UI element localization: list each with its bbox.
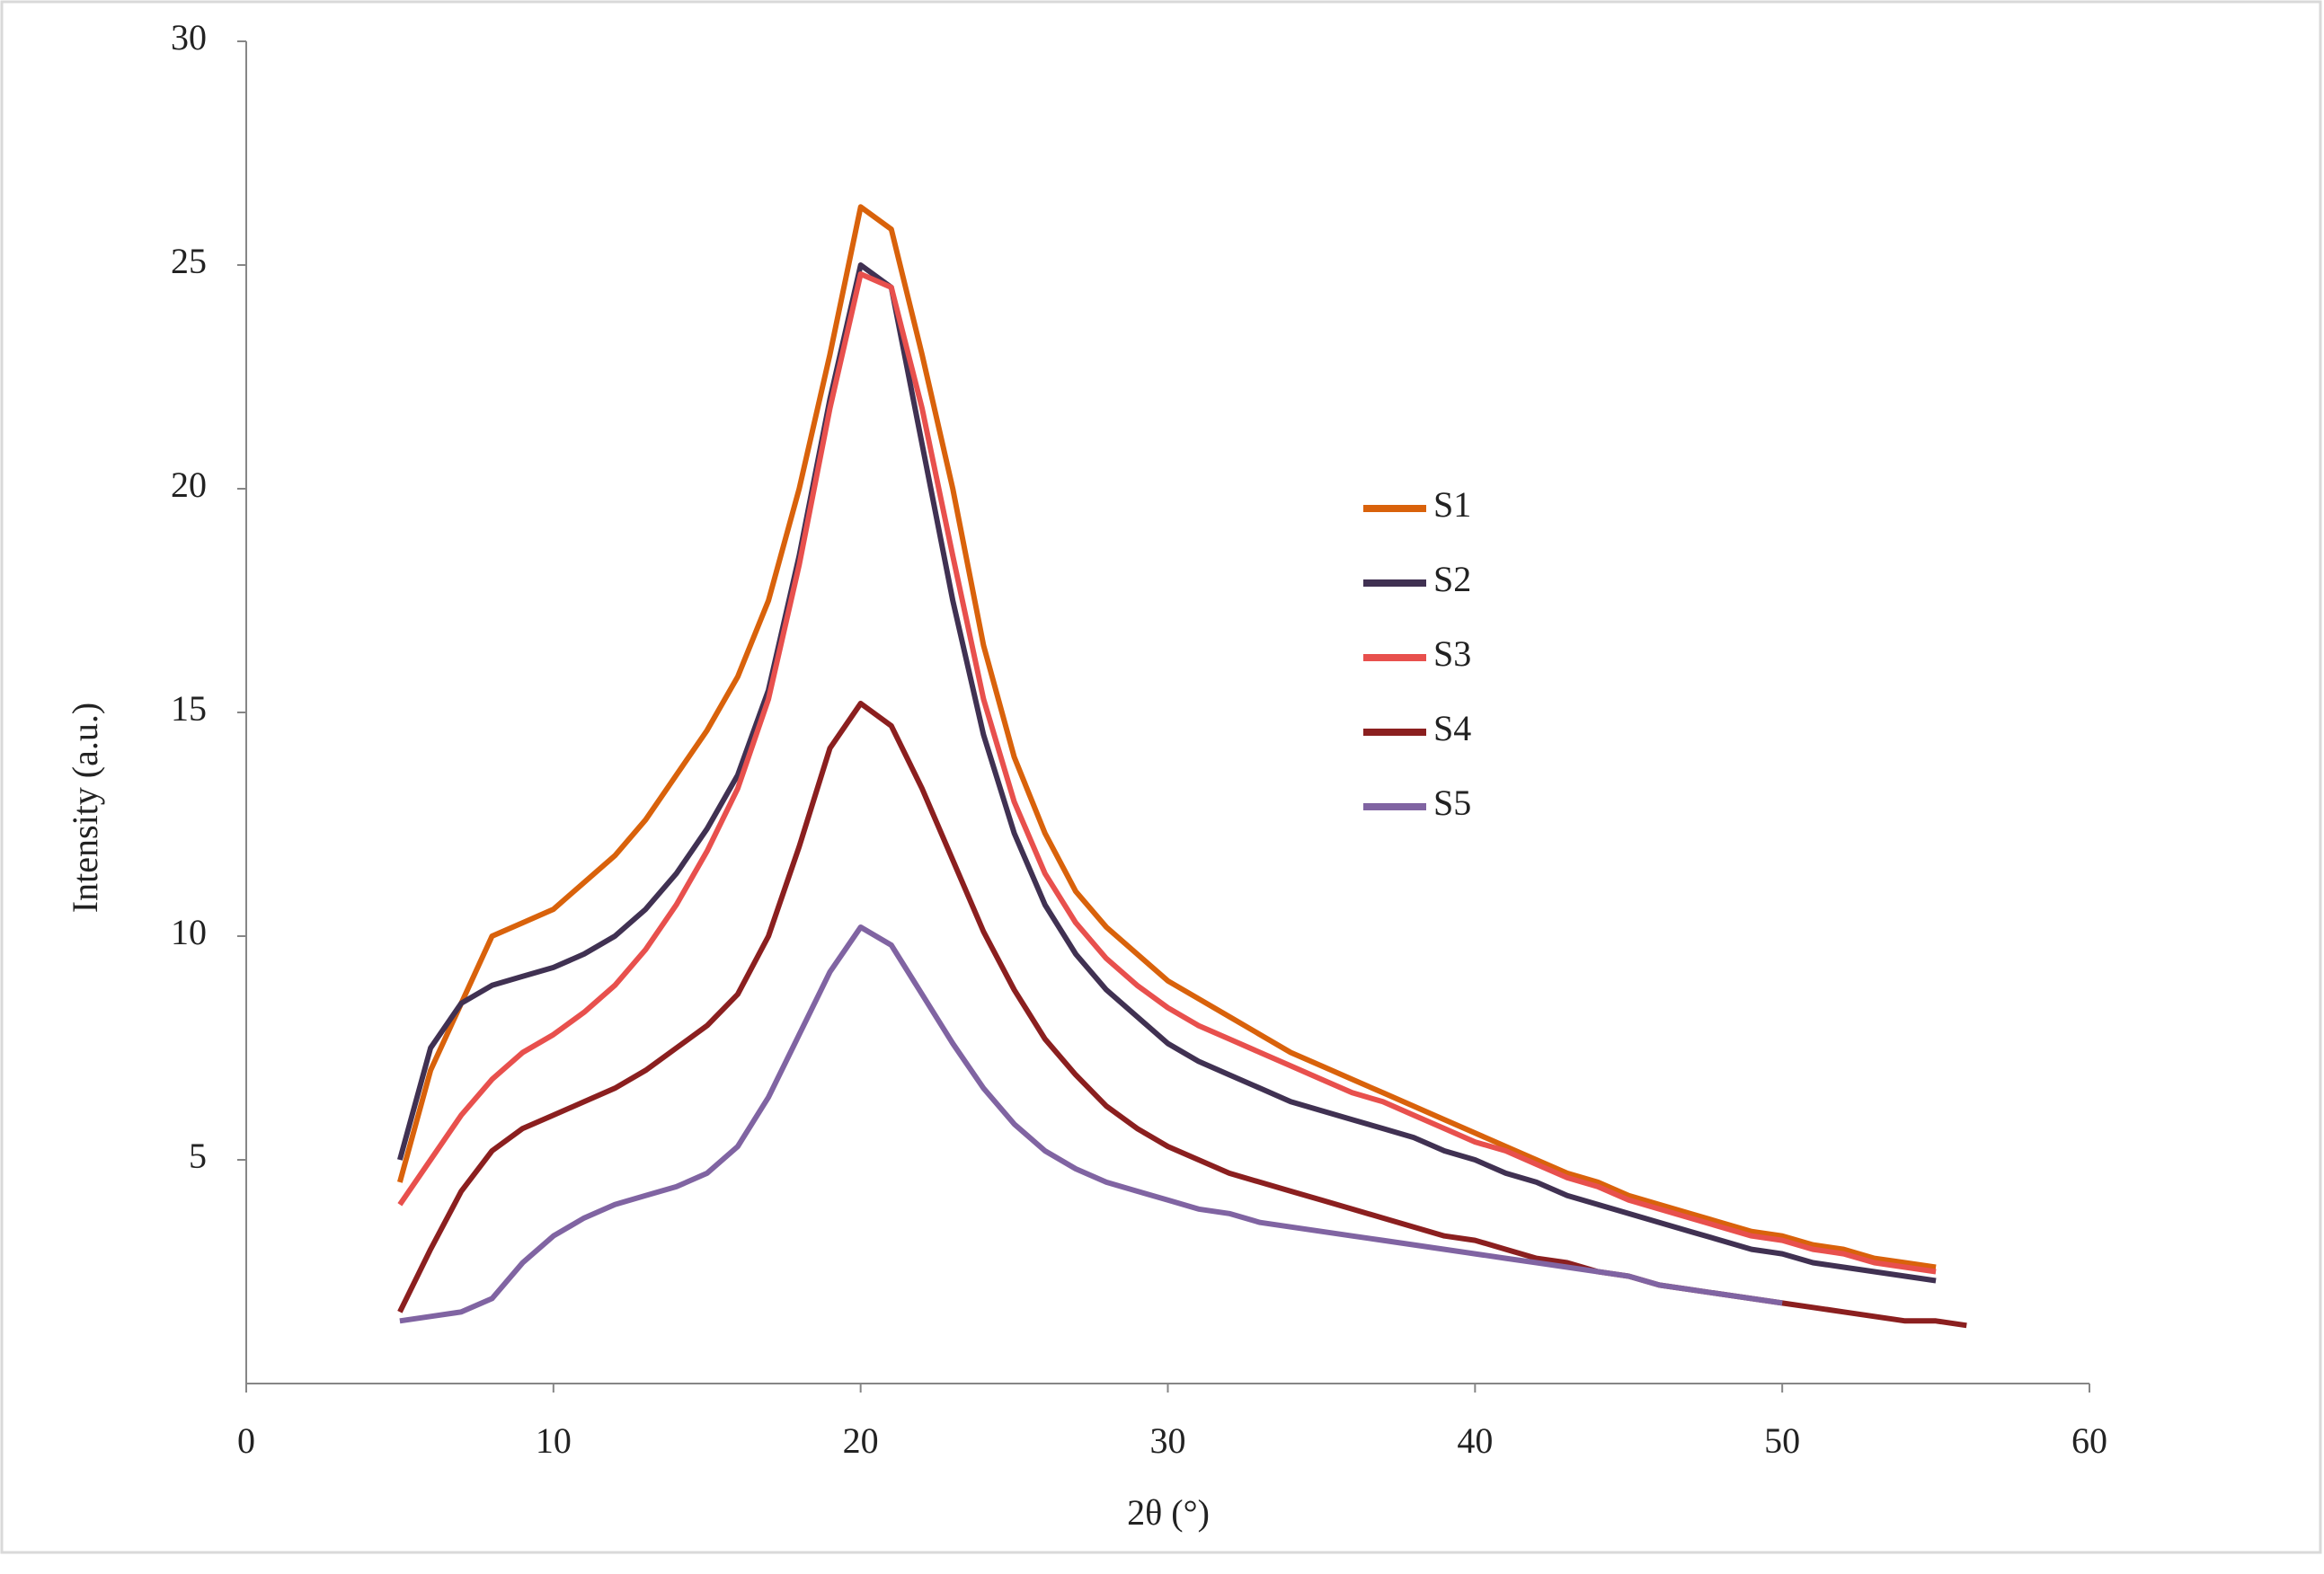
- y-tick-label: 25: [171, 241, 207, 281]
- data-line: [397, 204, 1937, 1270]
- x-tick-label: 40: [1457, 1420, 1493, 1461]
- data-line: [397, 262, 1937, 1284]
- data-line: [397, 271, 1937, 1275]
- y-tick-label: 30: [171, 17, 207, 57]
- legend-label: S2: [1433, 559, 1471, 599]
- legend-label: S5: [1433, 783, 1471, 823]
- y-tick-label: 5: [189, 1136, 207, 1176]
- x-tick-label: 0: [237, 1420, 255, 1461]
- x-tick-label: 50: [1764, 1420, 1800, 1461]
- legend-label: S4: [1433, 708, 1471, 748]
- x-tick-label: 30: [1150, 1420, 1186, 1461]
- x-tick-label: 10: [536, 1420, 572, 1461]
- x-axis-title: 2θ (°): [1127, 1492, 1210, 1533]
- y-tick-label: 10: [171, 912, 207, 952]
- x-tick-label: 60: [2071, 1420, 2107, 1461]
- data-line: [399, 924, 1783, 1324]
- y-tick-label: 15: [171, 688, 207, 729]
- legend-label: S1: [1433, 484, 1471, 525]
- y-tick-label: 20: [171, 464, 207, 505]
- x-tick-label: 20: [843, 1420, 879, 1461]
- legend-label: S3: [1433, 633, 1471, 674]
- y-axis-title: Intensity (a.u.): [65, 703, 105, 913]
